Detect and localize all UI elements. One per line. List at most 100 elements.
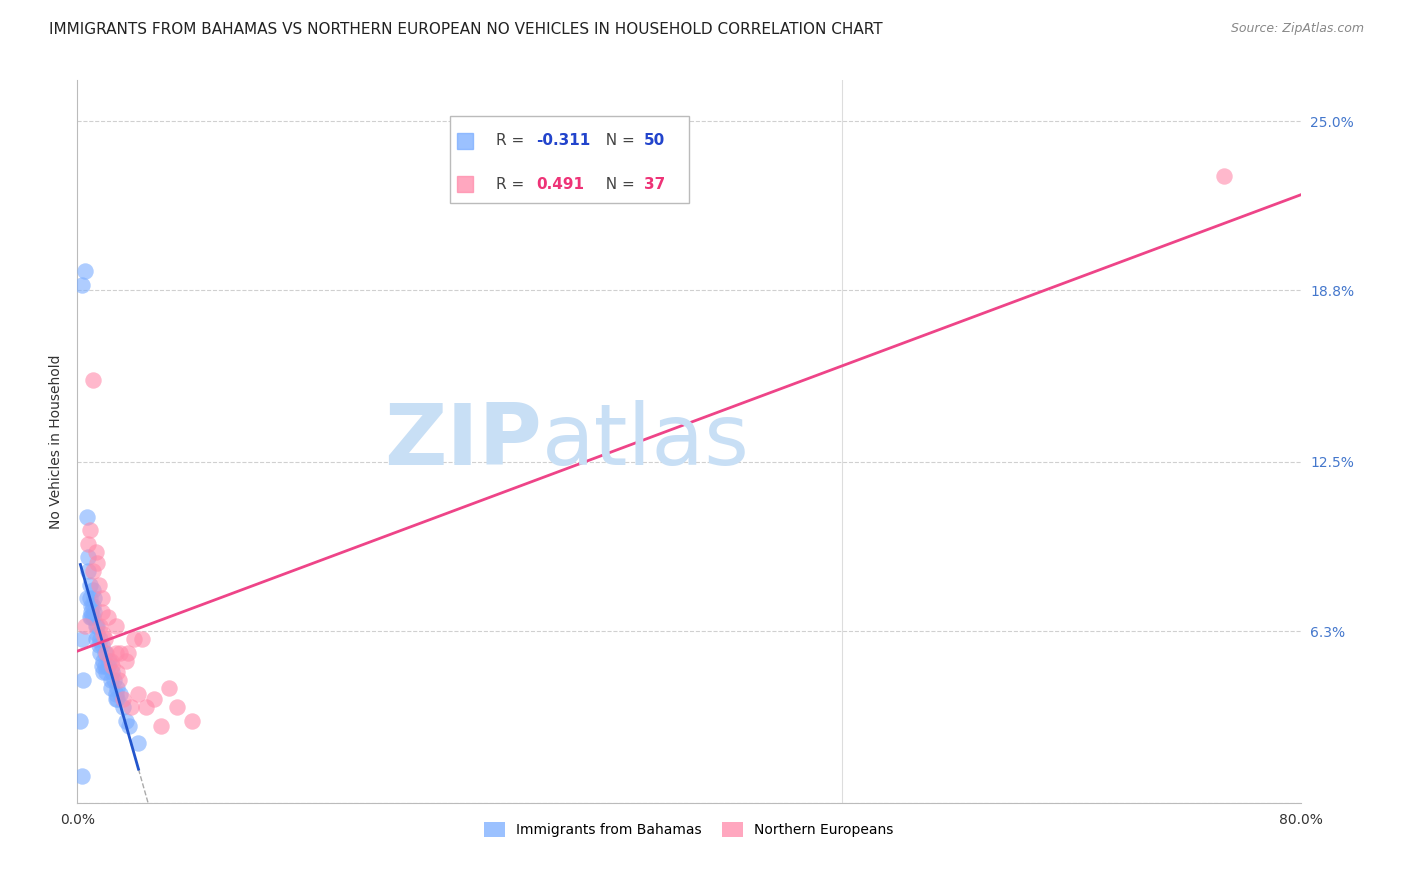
- Point: [127, 687, 149, 701]
- Point: [108, 646, 131, 660]
- Point: [69, 714, 91, 728]
- Point: [150, 719, 173, 733]
- Text: -0.311: -0.311: [536, 133, 591, 148]
- Point: [90, 591, 112, 606]
- Point: [84, 632, 107, 647]
- Point: [105, 692, 128, 706]
- Point: [142, 692, 165, 706]
- Point: [82, 610, 104, 624]
- Point: [86, 618, 108, 632]
- Point: [84, 545, 107, 559]
- Point: [94, 659, 117, 673]
- Point: [82, 583, 104, 598]
- Point: [120, 700, 142, 714]
- Point: [104, 692, 127, 706]
- Text: R =: R =: [496, 133, 529, 148]
- Point: [76, 591, 98, 606]
- Point: [79, 577, 101, 591]
- Point: [94, 632, 117, 647]
- Point: [98, 654, 121, 668]
- Point: [104, 646, 127, 660]
- Point: [105, 665, 128, 679]
- Point: [91, 665, 114, 679]
- Point: [100, 654, 122, 668]
- Point: [77, 564, 100, 578]
- Point: [79, 610, 101, 624]
- Point: [181, 714, 204, 728]
- Point: [112, 692, 135, 706]
- Text: R =: R =: [496, 177, 529, 192]
- Text: 37: 37: [644, 177, 665, 192]
- Point: [122, 632, 145, 647]
- Point: [90, 638, 112, 652]
- Point: [76, 509, 98, 524]
- Legend: Immigrants from Bahamas, Northern Europeans: Immigrants from Bahamas, Northern Europe…: [478, 817, 900, 843]
- Point: [77, 537, 100, 551]
- Point: [89, 632, 111, 647]
- Point: [73, 264, 96, 278]
- Point: [131, 632, 153, 647]
- Point: [108, 687, 131, 701]
- Point: [100, 673, 122, 687]
- Text: IMMIGRANTS FROM BAHAMAS VS NORTHERN EUROPEAN NO VEHICLES IN HOUSEHOLD CORRELATIO: IMMIGRANTS FROM BAHAMAS VS NORTHERN EURO…: [49, 22, 883, 37]
- Text: N =: N =: [596, 133, 640, 148]
- Point: [105, 681, 128, 696]
- Point: [70, 632, 93, 647]
- Point: [83, 605, 105, 619]
- Text: 0.491: 0.491: [536, 177, 583, 192]
- Point: [70, 277, 93, 292]
- Point: [115, 714, 138, 728]
- Point: [117, 646, 139, 660]
- Point: [166, 700, 188, 714]
- Point: [84, 618, 107, 632]
- Point: [80, 605, 103, 619]
- Point: [94, 646, 117, 660]
- Point: [91, 626, 114, 640]
- Point: [118, 719, 141, 733]
- Point: [112, 700, 135, 714]
- Point: [77, 550, 100, 565]
- Point: [83, 591, 105, 606]
- Point: [97, 610, 120, 624]
- Point: [89, 646, 111, 660]
- Y-axis label: No Vehicles in Household: No Vehicles in Household: [49, 354, 63, 529]
- Point: [79, 523, 101, 537]
- Point: [89, 618, 111, 632]
- Text: N =: N =: [596, 177, 640, 192]
- Point: [90, 605, 112, 619]
- Point: [101, 665, 124, 679]
- Point: [87, 638, 110, 652]
- Point: [90, 659, 112, 673]
- Point: [82, 373, 104, 387]
- Point: [97, 659, 120, 673]
- Point: [79, 591, 101, 606]
- Text: 50: 50: [644, 133, 665, 148]
- Point: [86, 556, 108, 570]
- Point: [103, 673, 125, 687]
- Point: [104, 687, 127, 701]
- Point: [80, 599, 103, 614]
- Point: [86, 626, 108, 640]
- Point: [73, 618, 96, 632]
- Point: [101, 659, 124, 673]
- FancyBboxPatch shape: [450, 117, 689, 203]
- Point: [135, 700, 157, 714]
- Point: [82, 599, 104, 614]
- Point: [100, 681, 122, 696]
- Point: [157, 681, 180, 696]
- Point: [87, 577, 110, 591]
- Point: [107, 673, 129, 687]
- Point: [96, 646, 118, 660]
- Text: atlas: atlas: [543, 400, 751, 483]
- Point: [127, 736, 149, 750]
- Point: [96, 665, 118, 679]
- Point: [80, 610, 103, 624]
- Point: [72, 673, 94, 687]
- Point: [104, 618, 127, 632]
- Text: ZIP: ZIP: [384, 400, 543, 483]
- Point: [1213, 169, 1236, 183]
- Point: [115, 654, 138, 668]
- Point: [91, 654, 114, 668]
- Point: [82, 564, 104, 578]
- Point: [70, 768, 93, 782]
